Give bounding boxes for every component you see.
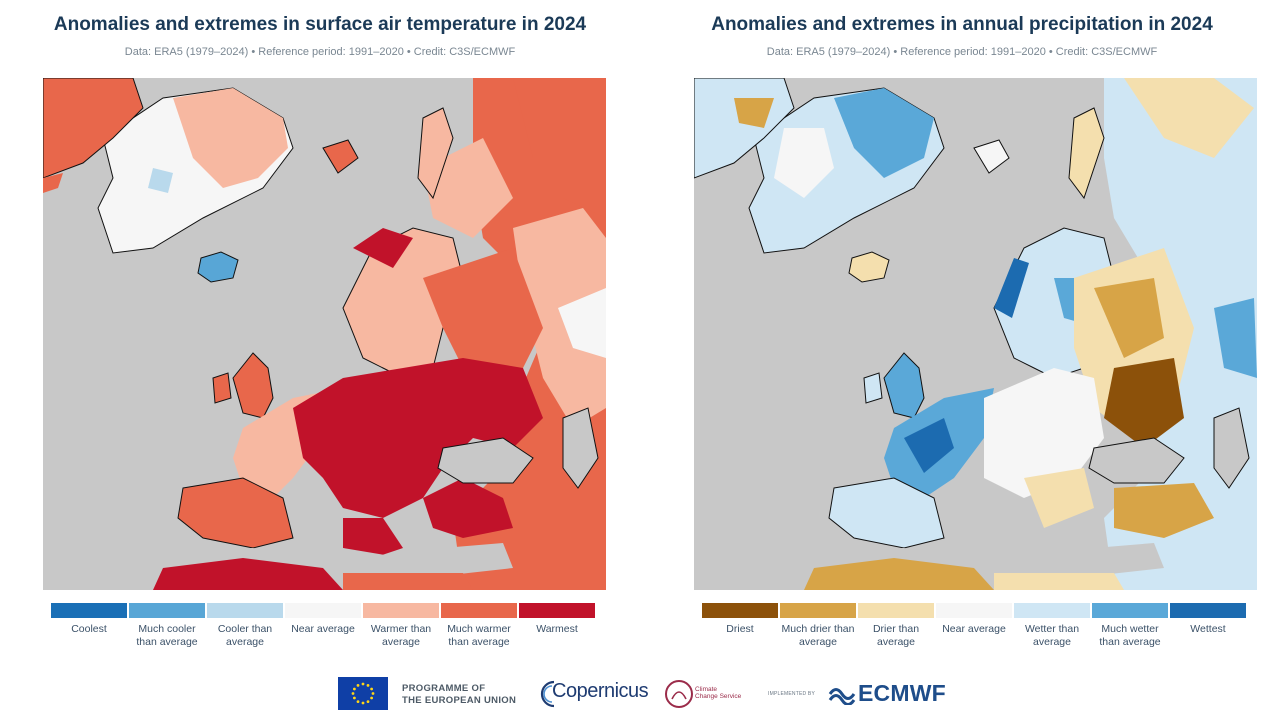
copernicus-logo-icon	[540, 680, 555, 708]
footer-logos: PROGRAMME OF THE EUROPEAN UNION Copernic…	[0, 672, 1280, 716]
legend-item-near-average: Near average	[285, 603, 361, 636]
temperature-subtitle: Data: ERA5 (1979–2024) • Reference perio…	[124, 46, 516, 58]
legend-item-much-wetter: Much wetter than average	[1092, 603, 1168, 649]
legend-label: Coolest	[71, 623, 107, 635]
legend-label: Wetter than average	[1024, 623, 1080, 648]
c3s-line-2: Change Service	[695, 693, 742, 700]
legend-item-drier: Drier than average	[858, 603, 934, 649]
temperature-panel: Anomalies and extremes in surface air te…	[10, 0, 630, 660]
legend-swatch	[780, 603, 856, 618]
legend-swatch	[1170, 603, 1246, 618]
ecmwf-logo-icon	[828, 688, 856, 705]
legend-item-wettest: Wettest	[1170, 603, 1246, 636]
ecmwf-wordmark: ECMWF	[858, 680, 946, 706]
eu-line-1: PROGRAMME OF	[402, 683, 486, 694]
legend-label: Much cooler than average	[136, 623, 198, 648]
legend-label: Much drier than average	[781, 623, 855, 648]
legend-label: Near average	[291, 623, 355, 635]
legend-label: Much wetter than average	[1099, 623, 1161, 648]
legend-swatch	[936, 603, 1012, 618]
legend-swatch	[441, 603, 517, 618]
legend-swatch	[702, 603, 778, 618]
implemented-by-text: IMPLEMENTED BY	[768, 691, 815, 697]
c3s-text: Climate Change Service	[695, 686, 741, 700]
legend-label: Warmer than average	[370, 623, 432, 648]
precipitation-map-graphic	[694, 78, 1257, 590]
legend-label: Driest	[726, 623, 754, 635]
legend-swatch	[1014, 603, 1090, 618]
eu-flag-icon	[338, 677, 388, 710]
precipitation-title: Anomalies and extremes in annual precipi…	[711, 14, 1213, 35]
legend-swatch	[519, 603, 595, 618]
legend-item-much-warmer: Much warmer than average	[441, 603, 517, 649]
precipitation-panel: Anomalies and extremes in annual precipi…	[652, 0, 1272, 660]
precipitation-subtitle: Data: ERA5 (1979–2024) • Reference perio…	[766, 46, 1158, 58]
legend-swatch	[51, 603, 127, 618]
legend-label: Near average	[942, 623, 1006, 635]
legend-label: Cooler than average	[217, 623, 273, 648]
legend-item-coolest: Coolest	[51, 603, 127, 636]
temperature-title: Anomalies and extremes in surface air te…	[53, 14, 587, 35]
legend-item-near-average: Near average	[936, 603, 1012, 636]
eu-line-2: THE EUROPEAN UNION	[402, 695, 517, 706]
c3s-line-1: Climate	[695, 686, 718, 693]
legend-swatch	[207, 603, 283, 618]
legend-item-much-drier: Much drier than average	[780, 603, 856, 649]
legend-label: Much warmer than average	[447, 623, 511, 648]
legend-swatch	[858, 603, 934, 618]
legend-label: Drier than average	[872, 623, 920, 648]
eu-programme-text: PROGRAMME OF THE EUROPEAN UNION	[402, 683, 516, 707]
legend-label: Wettest	[1190, 623, 1226, 635]
temperature-map-graphic	[43, 78, 606, 590]
legend-item-warmest: Warmest	[519, 603, 595, 636]
precipitation-legend: Driest Much drier than average Drier tha…	[702, 603, 1250, 653]
legend-item-cooler: Cooler than average	[207, 603, 283, 649]
precipitation-map	[694, 78, 1257, 590]
legend-item-driest: Driest	[702, 603, 778, 636]
legend-item-much-cooler: Much cooler than average	[129, 603, 205, 649]
copernicus-wordmark: Copernicus	[552, 680, 649, 702]
legend-item-warmer: Warmer than average	[363, 603, 439, 649]
temperature-legend: Coolest Much cooler than average Cooler …	[51, 603, 599, 653]
legend-swatch	[363, 603, 439, 618]
temperature-map	[43, 78, 606, 590]
legend-label: Warmest	[536, 623, 578, 635]
legend-swatch	[285, 603, 361, 618]
legend-item-wetter: Wetter than average	[1014, 603, 1090, 649]
legend-swatch	[1092, 603, 1168, 618]
c3s-logo-icon	[665, 680, 693, 708]
legend-swatch	[129, 603, 205, 618]
